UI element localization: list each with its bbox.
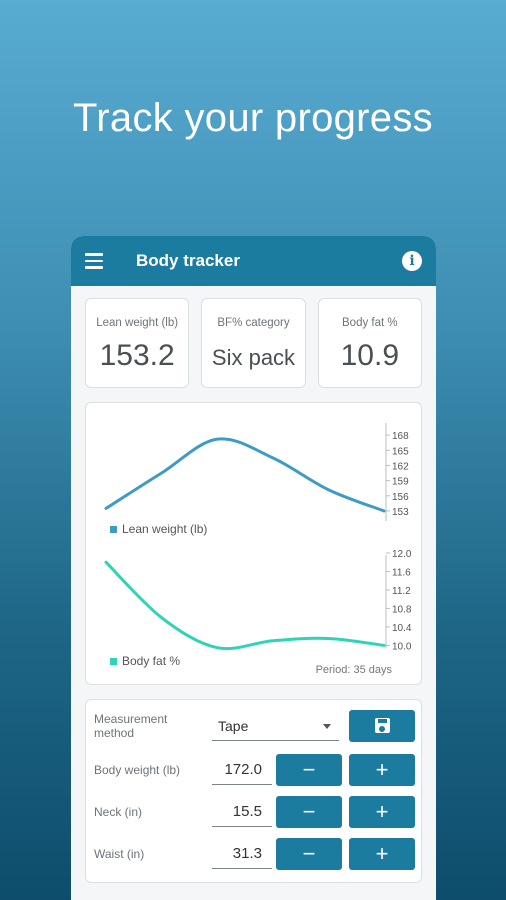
save-button[interactable] [349, 710, 415, 742]
legend-label: Body fat % [122, 654, 180, 668]
save-icon [374, 718, 390, 733]
y-tick-label: 10.4 [392, 623, 412, 634]
card-label: BF% category [217, 317, 290, 329]
body-weight-label: Body weight (lb) [94, 763, 181, 777]
series-line [104, 560, 386, 651]
waist-minus-button[interactable]: − [276, 838, 342, 870]
app-window: Body tracker i Lean weight (lb) 153.2 BF… [71, 236, 436, 900]
body-weight-plus-button[interactable]: + [349, 754, 415, 786]
method-label: Measurement method [94, 712, 168, 740]
neck-input[interactable]: 15.5 [212, 797, 272, 827]
y-tick-label: 159 [392, 477, 409, 488]
series-line [104, 437, 386, 513]
dropdown-arrow-icon [323, 724, 331, 729]
lean-weight-card: Lean weight (lb) 153.2 [85, 298, 190, 388]
body-weight-row: Body weight (lb) 172.0 − + [86, 752, 421, 788]
y-tick-label: 11.2 [392, 586, 411, 597]
body-weight-minus-button[interactable]: − [276, 754, 342, 786]
waist-row: Waist (in) 31.3 − + [86, 836, 421, 872]
body-fat-card: Body fat % 10.9 [317, 298, 422, 388]
y-tick-label: 12.0 [392, 549, 412, 560]
y-tick-label: 162 [392, 461, 409, 472]
card-value: Six pack [211, 345, 296, 370]
y-tick-label: 11.6 [392, 567, 411, 578]
y-tick-label: 168 [392, 431, 409, 442]
card-label: Body fat % [342, 317, 398, 329]
y-tick-label: 153 [392, 507, 409, 518]
body-weight-input[interactable]: 172.0 [212, 755, 272, 785]
legend-swatch [110, 526, 117, 533]
waist-label: Waist (in) [94, 847, 145, 861]
app-bar: Body tracker i [71, 236, 436, 286]
period-label: Period: 35 days [316, 664, 393, 676]
y-tick-label: 156 [392, 492, 409, 503]
headline: Track your progress [73, 96, 433, 140]
waist-plus-button[interactable]: + [349, 838, 415, 870]
y-tick-label: 165 [392, 446, 409, 457]
card-value: 153.2 [99, 339, 175, 372]
measurement-form: Measurement method Tape Body weight (lb)… [85, 699, 422, 883]
y-tick-label: 10.0 [392, 641, 412, 652]
menu-icon[interactable] [85, 250, 107, 272]
legend-label: Lean weight (lb) [122, 522, 207, 536]
card-value: 10.9 [340, 339, 400, 372]
legend-swatch [110, 658, 117, 665]
method-value: Tape [218, 718, 249, 734]
neck-label: Neck (in) [94, 805, 143, 819]
neck-plus-button[interactable]: + [349, 796, 415, 828]
card-label: Lean weight (lb) [96, 317, 179, 329]
method-select[interactable]: Tape [212, 711, 339, 741]
bf-category-card: BF% category Six pack [201, 298, 306, 388]
app-title: Body tracker [136, 251, 240, 270]
summary-cards: Lean weight (lb) 153.2 BF% category Six … [71, 286, 436, 388]
waist-input[interactable]: 31.3 [212, 839, 272, 869]
neck-minus-button[interactable]: − [276, 796, 342, 828]
charts-svg: 168 165 162 159 156 153 Lean weight (lb) 12.0 11… [104, 423, 412, 676]
method-row: Measurement method Tape [86, 708, 421, 744]
progress-charts: 168 165 162 159 156 153 Lean weight (lb) 12.0 11… [85, 402, 422, 685]
neck-row: Neck (in) 15.5 − + [86, 794, 421, 830]
y-tick-label: 10.8 [392, 604, 412, 615]
info-icon[interactable]: i [402, 251, 422, 271]
